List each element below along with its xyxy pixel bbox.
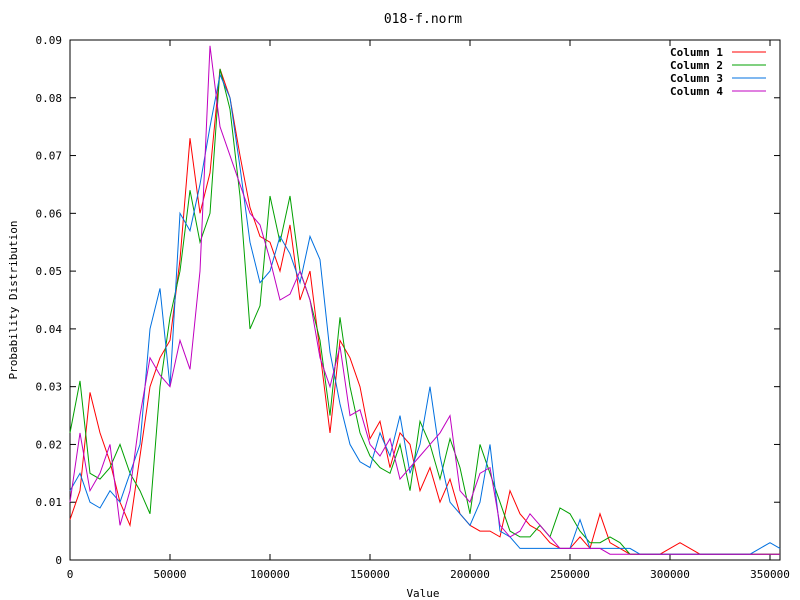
y-tick-label: 0.05 (36, 265, 63, 278)
y-tick-label: 0.08 (36, 92, 63, 105)
legend-label-1: Column 1 (670, 46, 723, 59)
chart-title: 018-f.norm (384, 12, 462, 27)
series-line-1 (69, 68, 780, 555)
axis-ticks: 0 0.01 0.02 0.03 0.04 0.05 0.06 0.07 0.08 0.09 0 50… (36, 34, 790, 581)
x-axis-label: Value (406, 587, 439, 600)
y-axis-label: Probability Distribution (7, 221, 20, 380)
y-tick-label: 0.06 (36, 207, 63, 220)
legend-label-3: Column 3 (670, 72, 723, 85)
plot-frame (69, 39, 781, 561)
x-tick-label: 300000 (650, 568, 690, 581)
y-tick-label: 0.03 (36, 381, 63, 394)
x-tick-label: 200000 (450, 568, 490, 581)
series-line-4 (69, 45, 780, 555)
series-group (69, 45, 781, 555)
x-tick-label: 100000 (250, 568, 290, 581)
legend-label-4: Column 4 (670, 85, 723, 98)
x-tick-label: 50000 (153, 568, 186, 581)
y-tick-label: 0.04 (36, 323, 63, 336)
y-tick-label: 0.09 (36, 34, 63, 47)
series-line-2 (69, 68, 780, 555)
y-tick-label: 0.07 (36, 150, 63, 163)
x-tick-label: 250000 (550, 568, 590, 581)
y-tick-label: 0.01 (36, 496, 63, 509)
x-tick-label: 350000 (750, 568, 790, 581)
y-tick-label: 0.02 (36, 438, 63, 451)
series-line-3 (69, 73, 781, 555)
y-tick-label: 0 (55, 554, 62, 567)
x-tick-label: 150000 (350, 568, 390, 581)
legend-label-2: Column 2 (670, 59, 723, 72)
x-tick-label: 0 (67, 568, 74, 581)
